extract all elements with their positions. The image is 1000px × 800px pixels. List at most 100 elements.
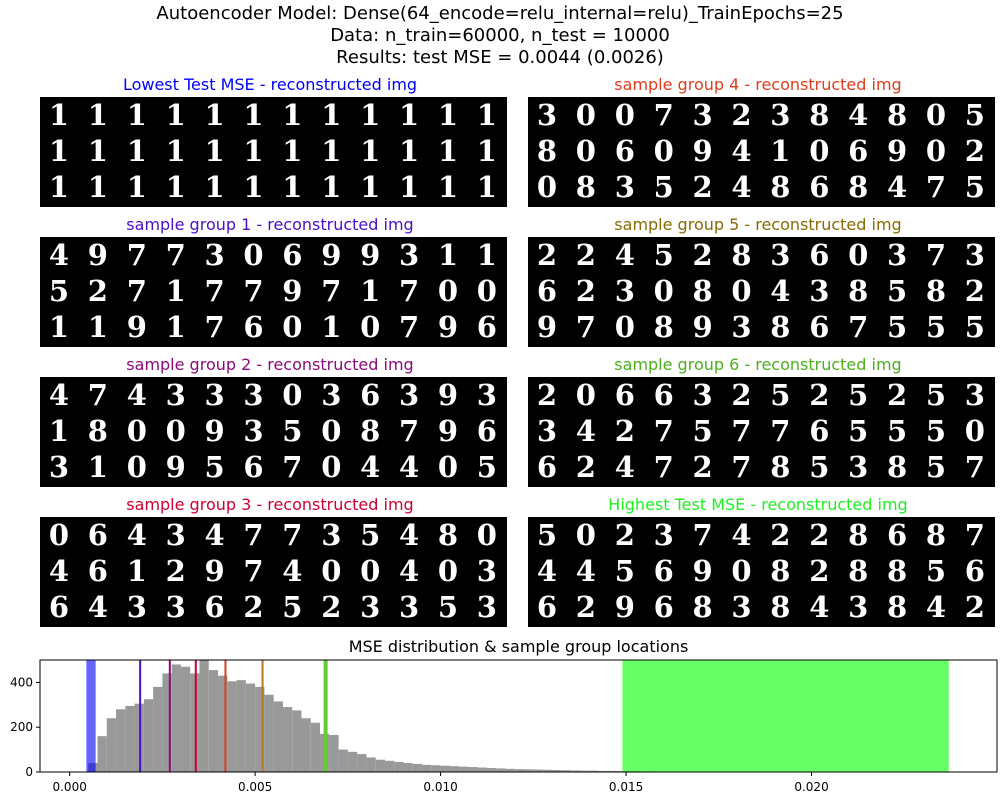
digit-tile: 3 [476,378,497,412]
digit-tile: 5 [848,378,869,412]
digit-tile: 8 [575,170,596,204]
histogram-bar [422,764,432,772]
digit-tile: 4 [614,450,635,484]
digit-tile: 5 [809,450,830,484]
digit-tile: 6 [536,450,558,484]
x-tick-label: 0.010 [423,780,457,794]
panel-title: sample group 3 - reconstructed img [126,495,414,514]
digit-tile: 4 [126,378,147,412]
digit-tile: 0 [360,554,381,588]
panel-title: Lowest Test MSE - reconstructed img [122,75,418,94]
digit-tile: 4 [575,554,596,588]
digit-tile: 6 [243,310,264,344]
digit-tile: 2 [809,518,830,552]
histogram-bar [227,681,237,772]
digit-tile: 4 [48,378,70,412]
digit-tile: 7 [399,274,420,308]
y-tick-label: 200 [10,720,33,734]
digit-tile: 0 [165,414,186,448]
digit-tile: 0 [653,134,674,168]
digit-tile: 1 [437,238,459,272]
digit-tile: 0 [964,414,985,448]
digit-tile: 9 [87,238,108,272]
digit-tile: 0 [243,238,264,272]
digit-tile: 1 [204,134,225,168]
digit-tile: 0 [437,274,459,308]
digit-tile: 0 [653,274,674,308]
histogram-bar [477,767,487,772]
digit-tile: 3 [126,590,147,624]
digit-tile: 3 [770,98,791,132]
digit-tile: 9 [536,310,558,344]
digit-tile: 6 [809,238,830,272]
digit-tile: 7 [204,274,225,308]
histogram-bar [245,683,256,772]
digit-tile: 3 [476,554,497,588]
digit-tile: 2 [887,378,908,412]
digit-tile: 0 [126,414,147,448]
digit-tile: 2 [575,274,596,308]
histogram-bar [347,751,358,772]
digit-tile: 8 [536,134,558,168]
digit-tile: 1 [87,310,108,344]
digit-tile: 7 [964,450,985,484]
x-tick-label: 0.005 [238,780,272,794]
digit-tile: 6 [848,134,869,168]
digit-tile: 9 [204,554,225,588]
digit-tile: 5 [692,414,713,448]
digit-tile: 4 [399,450,420,484]
digit-tile: 7 [87,378,108,412]
digit-tile: 9 [126,310,147,344]
histogram-bar [514,769,525,772]
digit-tile: 5 [476,450,497,484]
digit-tile: 4 [770,274,791,308]
digit-tile: 8 [731,238,752,272]
digit-tile: 0 [282,378,303,412]
digit-tile: 7 [321,274,342,308]
digit-tile: 7 [731,414,752,448]
digit-tile: 3 [204,238,225,272]
figure-title-line-1: Autoencoder Model: Dense(64_encode=relu_… [156,3,844,24]
histogram-bar [505,768,515,772]
digit-tile: 1 [437,98,459,132]
histogram-bar [394,761,404,772]
digit-tile: 1 [437,134,459,168]
digit-tile: 5 [614,554,635,588]
digit-tile: 2 [964,274,985,308]
histogram-title: MSE distribution & sample group location… [348,637,689,656]
histogram-bar [282,707,293,772]
digit-tile: 1 [321,98,342,132]
digit-tile: 6 [87,554,108,588]
digit-tile: 2 [536,378,558,412]
digit-tile: 5 [770,378,791,412]
digit-tile: 5 [204,450,225,484]
digit-tile: 6 [87,518,108,552]
digit-tile: 3 [165,378,186,412]
digit-tile: 7 [243,518,264,552]
panel-title: sample group 1 - reconstructed img [126,215,414,234]
digit-tile: 8 [770,170,791,204]
digit-tile: 3 [243,378,264,412]
digit-tile: 3 [476,590,497,624]
histogram-bar [588,770,599,772]
digit-tile: 1 [243,134,264,168]
histogram-bar [255,686,265,772]
digit-tile: 3 [614,274,635,308]
histogram-bar [301,718,311,772]
digit-tile: 1 [476,134,497,168]
digit-tile: 3 [887,238,908,272]
digit-tile: 1 [126,170,147,204]
digit-tile: 6 [536,274,558,308]
panel-title: sample group 4 - reconstructed img [614,75,902,94]
digit-tile: 6 [653,590,674,624]
digit-tile: 1 [360,98,381,132]
digit-tile: 3 [204,378,225,412]
digit-tile: 1 [165,310,186,344]
digit-tile: 2 [243,590,264,624]
mse-region-band [622,660,949,772]
panel-title: sample group 6 - reconstructed img [614,355,902,374]
digit-tile: 0 [731,554,752,588]
digit-tile: 6 [809,310,830,344]
